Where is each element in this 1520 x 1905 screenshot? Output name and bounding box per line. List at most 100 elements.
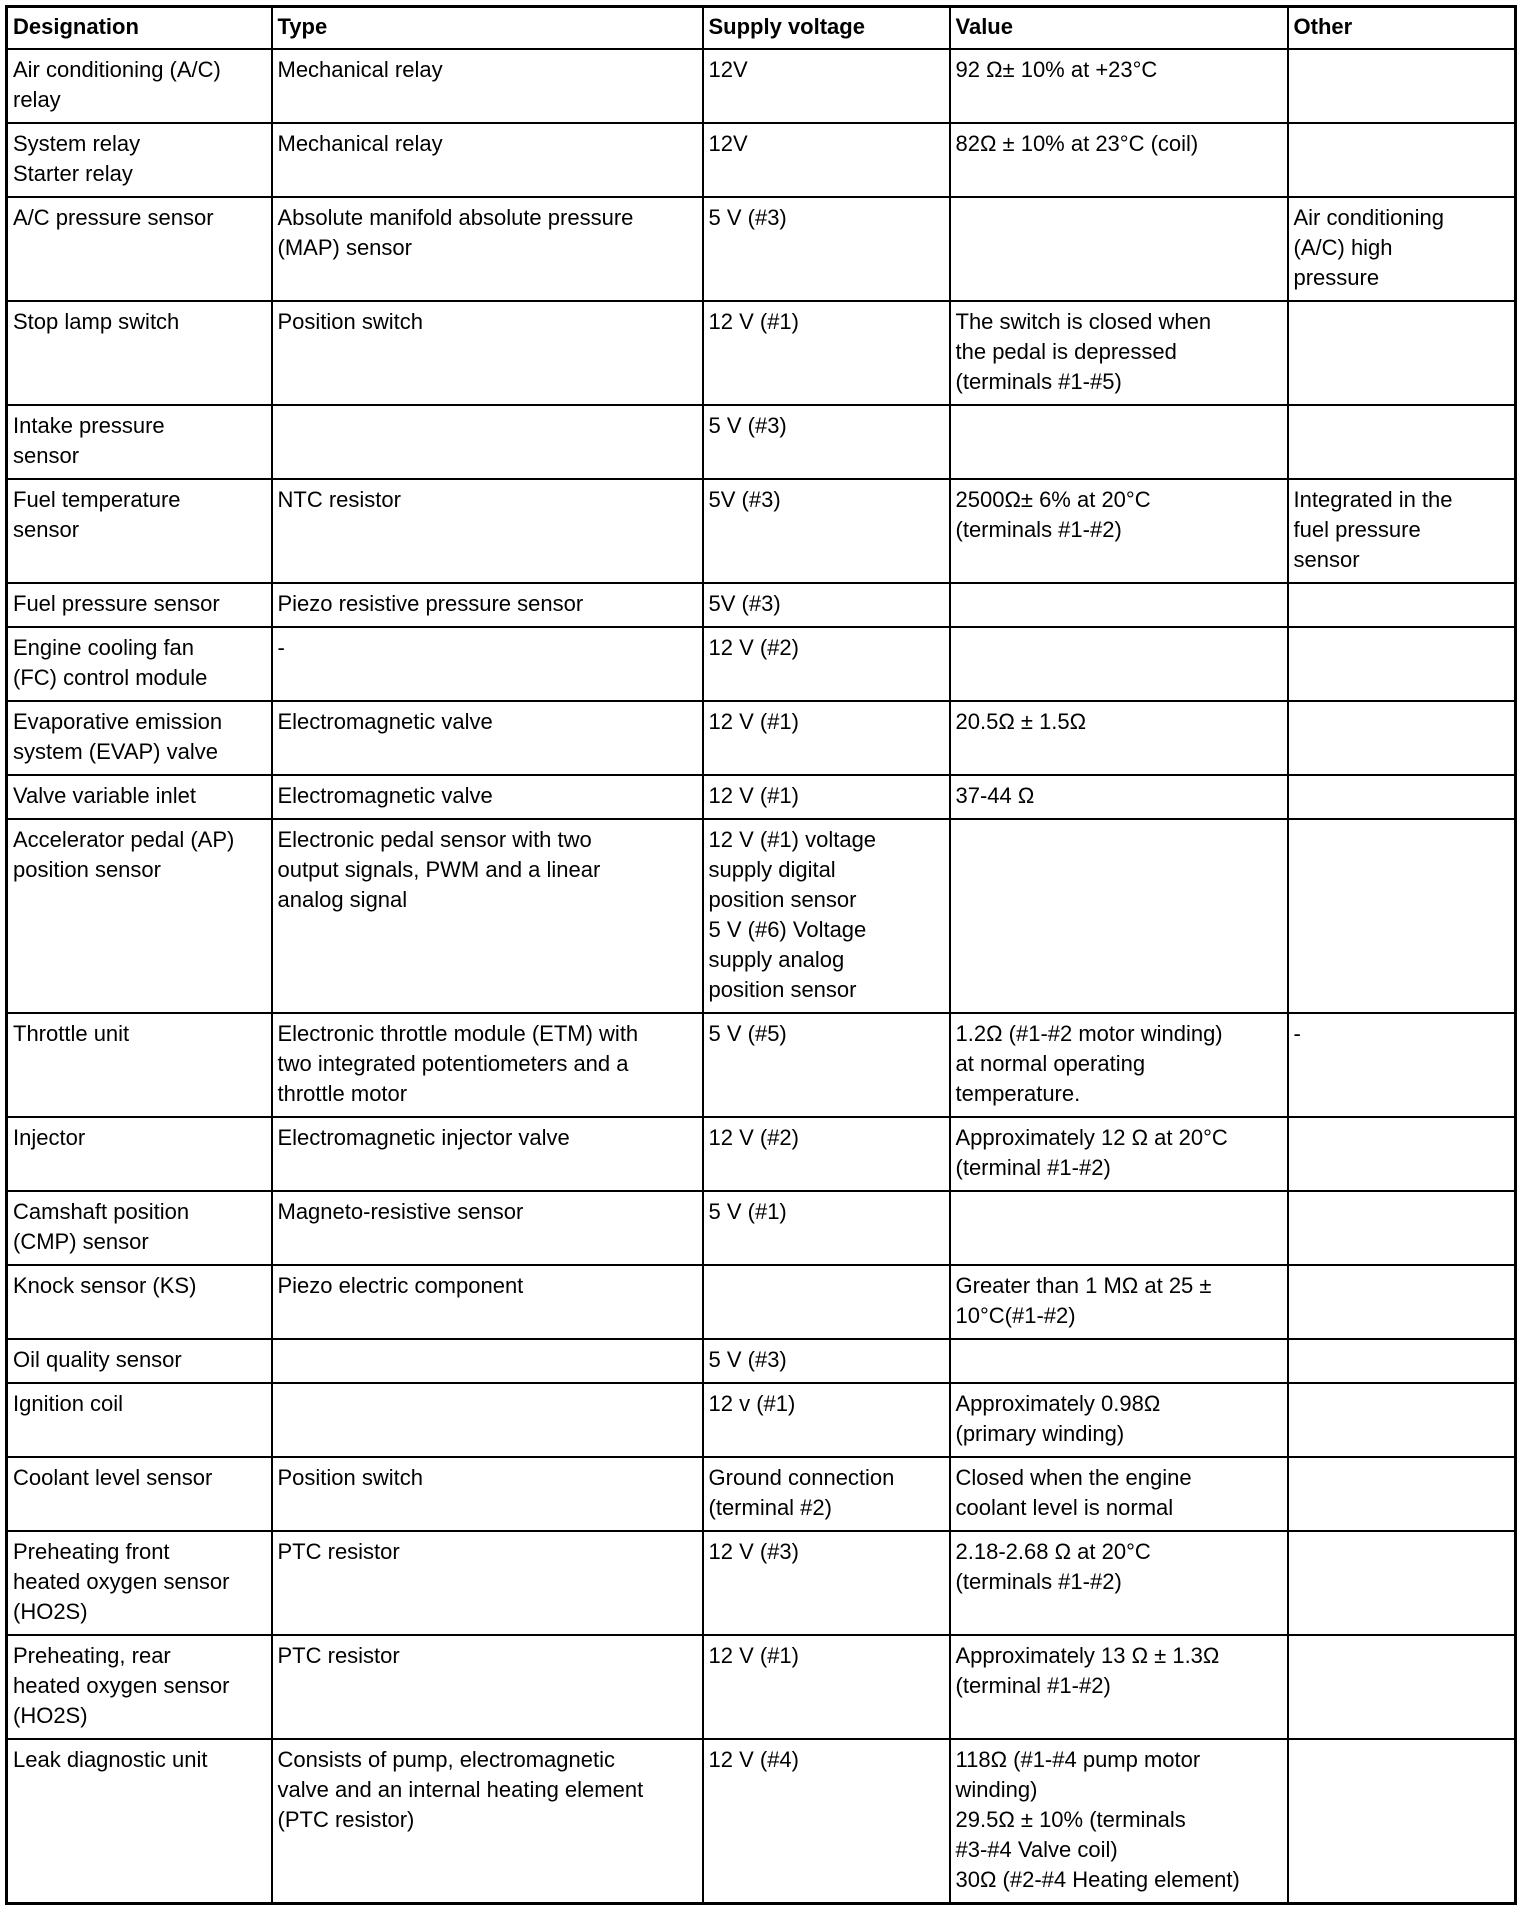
cell-supply-voltage: 5 V (#3) <box>701 404 951 480</box>
cell-supply-voltage: 12 V (#2) <box>701 626 951 702</box>
cell-value: 20.5Ω ± 1.5Ω <box>948 700 1289 776</box>
cell-designation: Oil quality sensor <box>5 1338 273 1384</box>
header-supply-voltage: Supply voltage <box>701 5 951 50</box>
cell-value: Approximately 13 Ω ± 1.3Ω (terminal #1-#… <box>948 1634 1289 1740</box>
cell-value: Approximately 0.98Ω (primary winding) <box>948 1382 1289 1458</box>
cell-designation: Camshaft position (CMP) sensor <box>5 1190 273 1266</box>
table-row: System relay Starter relay Mechanical rel… <box>5 122 1517 198</box>
cell-other <box>1286 1264 1517 1340</box>
cell-designation: Fuel pressure sensor <box>5 582 273 628</box>
table-row: Knock sensor (KS) Piezo electric componen… <box>5 1264 1517 1340</box>
cell-type: PTC resistor <box>270 1634 704 1740</box>
cell-supply-voltage: Ground connection (terminal #2) <box>701 1456 951 1532</box>
cell-value <box>948 582 1289 628</box>
cell-other <box>1286 404 1517 480</box>
cell-value: Closed when the engine coolant level is … <box>948 1456 1289 1532</box>
cell-other <box>1286 700 1517 776</box>
table-row: A/C pressure sensor Absolute manifold abs… <box>5 196 1517 302</box>
cell-designation: Preheating front heated oxygen sensor (H… <box>5 1530 273 1636</box>
cell-type: Electromagnetic valve <box>270 700 704 776</box>
cell-type: Position switch <box>270 1456 704 1532</box>
table-row: Stop lamp switch Position switch 12 V (#1)… <box>5 300 1517 406</box>
cell-value <box>948 1190 1289 1266</box>
cell-designation: Throttle unit <box>5 1012 273 1118</box>
cell-type: Absolute manifold absolute pressure (MAP… <box>270 196 704 302</box>
cell-supply-voltage: 12 V (#4) <box>701 1738 951 1905</box>
cell-other <box>1286 300 1517 406</box>
cell-designation: Intake pressure sensor <box>5 404 273 480</box>
table-row: Air conditioning (A/C) relay Mechanical r… <box>5 48 1517 124</box>
cell-supply-voltage: 12 V (#3) <box>701 1530 951 1636</box>
cell-supply-voltage: 5 V (#1) <box>701 1190 951 1266</box>
cell-type: PTC resistor <box>270 1530 704 1636</box>
table-row: Ignition coil 12 v (#1) Approximately 0.98… <box>5 1382 1517 1458</box>
header-other: Other <box>1286 5 1517 50</box>
cell-type: Mechanical relay <box>270 122 704 198</box>
cell-other <box>1286 1116 1517 1192</box>
table-row: Engine cooling fan (FC) control module -1… <box>5 626 1517 702</box>
cell-other <box>1286 818 1517 1014</box>
header-designation: Designation <box>5 5 273 50</box>
cell-value: 37-44 Ω <box>948 774 1289 820</box>
cell-designation: Accelerator pedal (AP) position sensor <box>5 818 273 1014</box>
cell-value <box>948 1338 1289 1384</box>
cell-designation: Preheating, rear heated oxygen sensor (H… <box>5 1634 273 1740</box>
cell-value: 2.18-2.68 Ω at 20°C (terminals #1-#2) <box>948 1530 1289 1636</box>
cell-supply-voltage: 12 V (#1) <box>701 700 951 776</box>
header-value: Value <box>948 5 1289 50</box>
cell-supply-voltage: 12V <box>701 122 951 198</box>
cell-other <box>1286 626 1517 702</box>
cell-type <box>270 1382 704 1458</box>
cell-supply-voltage: 12 v (#1) <box>701 1382 951 1458</box>
cell-value: The switch is closed when the pedal is d… <box>948 300 1289 406</box>
cell-supply-voltage: 12 V (#1) <box>701 300 951 406</box>
cell-value: 118Ω (#1-#4 pump motor winding) 29.5Ω ± … <box>948 1738 1289 1905</box>
table-row: Coolant level sensor Position switch Groun… <box>5 1456 1517 1532</box>
cell-type: - <box>270 626 704 702</box>
cell-value: 1.2Ω (#1-#2 motor winding) at normal ope… <box>948 1012 1289 1118</box>
header-row: Designation Type Supply voltage Value Ot… <box>5 5 1517 50</box>
cell-designation: Leak diagnostic unit <box>5 1738 273 1905</box>
cell-designation: Stop lamp switch <box>5 300 273 406</box>
cell-other <box>1286 1190 1517 1266</box>
cell-other: Integrated in the fuel pressure sensor <box>1286 478 1517 584</box>
cell-supply-voltage: 12 V (#1) <box>701 774 951 820</box>
cell-type: Magneto-resistive sensor <box>270 1190 704 1266</box>
cell-other <box>1286 1382 1517 1458</box>
cell-designation: A/C pressure sensor <box>5 196 273 302</box>
cell-value: 82Ω ± 10% at 23°C (coil) <box>948 122 1289 198</box>
cell-designation: Injector <box>5 1116 273 1192</box>
cell-designation: System relay Starter relay <box>5 122 273 198</box>
cell-other <box>1286 1338 1517 1384</box>
cell-type: Electromagnetic injector valve <box>270 1116 704 1192</box>
cell-supply-voltage: 5 V (#5) <box>701 1012 951 1118</box>
cell-type: Position switch <box>270 300 704 406</box>
component-spec-table: Designation Type Supply voltage Value Ot… <box>5 5 1517 1905</box>
header-type: Type <box>270 5 704 50</box>
cell-supply-voltage: 12 V (#2) <box>701 1116 951 1192</box>
cell-other <box>1286 1738 1517 1905</box>
cell-type <box>270 1338 704 1384</box>
table-row: Camshaft position (CMP) sensor Magneto-re… <box>5 1190 1517 1266</box>
cell-type: Electronic throttle module (ETM) with tw… <box>270 1012 704 1118</box>
table-row: Injector Electromagnetic injector valve 12… <box>5 1116 1517 1192</box>
table-row: Oil quality sensor 5 V (#3) <box>5 1338 1517 1384</box>
cell-value: Approximately 12 Ω at 20°C (terminal #1-… <box>948 1116 1289 1192</box>
cell-value <box>948 818 1289 1014</box>
cell-supply-voltage: 5 V (#3) <box>701 196 951 302</box>
cell-other <box>1286 1530 1517 1636</box>
cell-value <box>948 196 1289 302</box>
cell-designation: Valve variable inlet <box>5 774 273 820</box>
cell-other <box>1286 1456 1517 1532</box>
cell-supply-voltage: 12 V (#1) <box>701 1634 951 1740</box>
cell-designation: Fuel temperature sensor <box>5 478 273 584</box>
cell-type: NTC resistor <box>270 478 704 584</box>
table-row: Fuel pressure sensor Piezo resistive pres… <box>5 582 1517 628</box>
cell-other <box>1286 1634 1517 1740</box>
cell-type: Electronic pedal sensor with two output … <box>270 818 704 1014</box>
cell-designation: Air conditioning (A/C) relay <box>5 48 273 124</box>
cell-value <box>948 626 1289 702</box>
cell-supply-voltage: 12 V (#1) voltage supply digital positio… <box>701 818 951 1014</box>
table-row: Leak diagnostic unit Consists of pump, el… <box>5 1738 1517 1905</box>
cell-value: 92 Ω± 10% at +23°C <box>948 48 1289 124</box>
